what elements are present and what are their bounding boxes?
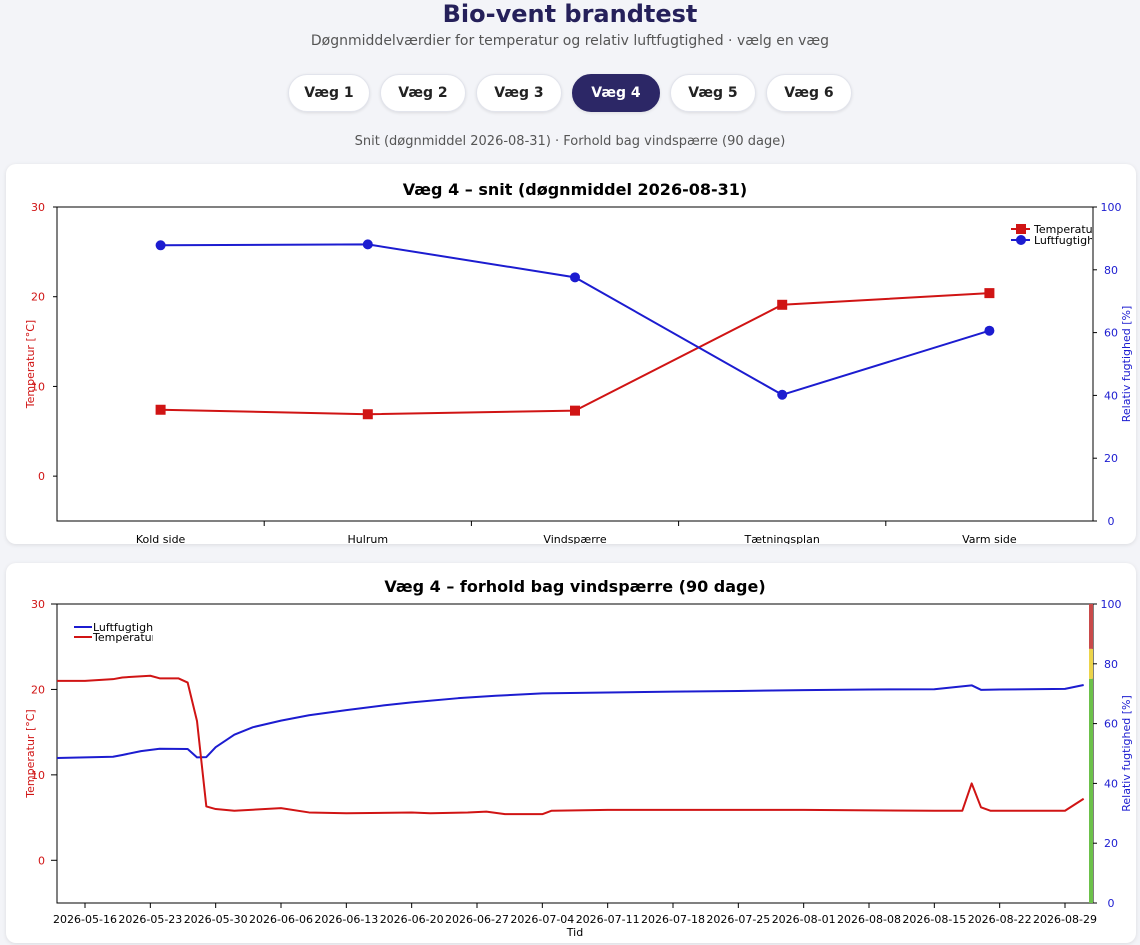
x-category-label: Vindspærre bbox=[543, 533, 606, 544]
y-left-tick-label: 30 bbox=[31, 201, 45, 214]
temperature-point bbox=[984, 288, 995, 299]
x-axis-label: Tid bbox=[566, 926, 583, 939]
legend-marker-circle bbox=[1016, 235, 1026, 245]
tab-vaeg-4[interactable]: Væg 4 bbox=[572, 74, 660, 112]
y-right-tick-label: 40 bbox=[1104, 777, 1118, 790]
y-left-tick-label: 0 bbox=[38, 470, 45, 483]
series-humidity-line bbox=[160, 243, 990, 396]
x-tick-label: 2026-08-15 bbox=[902, 913, 966, 926]
x-category-label: Kold side bbox=[136, 533, 186, 544]
tab-vaeg-2[interactable]: Væg 2 bbox=[380, 74, 466, 112]
page-title: Bio-vent brandtest bbox=[442, 0, 698, 28]
x-tick-label: 2026-06-20 bbox=[380, 913, 444, 926]
y-right-tick-label: 100 bbox=[1101, 201, 1122, 214]
y-left-axis-label: Temperatur [°C] bbox=[24, 709, 37, 798]
series-temperature-line bbox=[160, 292, 990, 416]
timeseries-chart: Væg 4 – forhold bag vindspærre (90 dage)… bbox=[24, 577, 1133, 939]
legend-label: Luftfugtighed bbox=[93, 621, 167, 634]
legend-label: Luftfugtighed bbox=[1034, 234, 1108, 247]
y-left-tick-label: 30 bbox=[31, 598, 45, 611]
x-tick-label: 2026-08-29 bbox=[1033, 913, 1097, 926]
x-tick-label: 2026-05-23 bbox=[118, 913, 182, 926]
info-line: Snit (døgnmiddel 2026-08-31) · Forhold b… bbox=[354, 134, 786, 149]
x-tick-label: 2026-08-08 bbox=[837, 913, 901, 926]
humidity-point bbox=[984, 325, 995, 336]
series-temperature-line bbox=[57, 674, 1085, 816]
temperature-point bbox=[777, 299, 788, 310]
x-category-label: Tætningsplan bbox=[744, 533, 820, 544]
tab-vaeg-5[interactable]: Væg 5 bbox=[670, 74, 756, 112]
cross-section-chart: Væg 4 – snit (døgnmiddel 2026-08-31) 0 10 2… bbox=[24, 180, 1133, 544]
x-tick-label: 2026-07-18 bbox=[641, 913, 705, 926]
humidity-point bbox=[362, 239, 373, 250]
y-left-tick-label: 20 bbox=[31, 291, 45, 304]
x-tick-label: 2026-05-16 bbox=[53, 913, 117, 926]
temperature-point bbox=[155, 404, 166, 415]
cross-section-chart-card: Væg 4 – snit (døgnmiddel 2026-08-31) 0 10 2… bbox=[6, 164, 1136, 544]
x-tick-label: 2026-07-11 bbox=[576, 913, 640, 926]
y-left-tick-label: 10 bbox=[31, 380, 45, 393]
y-left-axis-label: Temperatur [°C] bbox=[24, 320, 37, 409]
x-tick-label: 2026-07-04 bbox=[510, 913, 574, 926]
legend-label: Temperatur bbox=[1033, 223, 1098, 236]
humidity-risk-band bbox=[1089, 678, 1093, 903]
humidity-risk-band bbox=[1089, 648, 1093, 679]
x-tick-label: 2026-06-27 bbox=[445, 913, 509, 926]
y-right-tick-label: 0 bbox=[1108, 515, 1115, 528]
y-right-tick-label: 0 bbox=[1108, 897, 1115, 910]
y-left-tick-label: 10 bbox=[31, 769, 45, 782]
y-right-tick-label: 80 bbox=[1104, 658, 1118, 671]
tab-vaeg-3[interactable]: Væg 3 bbox=[476, 74, 562, 112]
y-right-tick-label: 60 bbox=[1104, 327, 1118, 340]
series-humidity-line bbox=[56, 684, 1084, 759]
y-right-tick-label: 20 bbox=[1104, 837, 1118, 850]
humidity-risk-band bbox=[1089, 604, 1093, 649]
temperature-point bbox=[362, 409, 373, 420]
tab-vaeg-6[interactable]: Væg 6 bbox=[766, 74, 852, 112]
plot-frame bbox=[56, 603, 1094, 904]
x-tick-label: 2026-07-25 bbox=[706, 913, 770, 926]
temperature-point bbox=[570, 405, 580, 416]
tab-vaeg-1[interactable]: Væg 1 bbox=[288, 74, 370, 112]
plot-frame bbox=[56, 206, 1094, 522]
timeseries-chart-card: Væg 4 – forhold bag vindspærre (90 dage)… bbox=[6, 563, 1136, 943]
x-tick-label: 2026-08-01 bbox=[772, 913, 836, 926]
y-left-tick-label: 0 bbox=[38, 854, 45, 867]
x-tick-label: 2026-08-22 bbox=[968, 913, 1032, 926]
humidity-point bbox=[570, 272, 580, 283]
humidity-point bbox=[777, 389, 788, 400]
y-right-tick-label: 20 bbox=[1104, 452, 1118, 465]
x-tick-label: 2026-06-13 bbox=[314, 913, 378, 926]
y-right-axis-label: Relativ fugtighed [%] bbox=[1120, 695, 1133, 812]
y-right-tick-label: 60 bbox=[1104, 718, 1118, 731]
chart-title: Væg 4 – snit (døgnmiddel 2026-08-31) bbox=[403, 180, 747, 199]
page-subtitle: Døgnmiddelværdier for temperatur og rela… bbox=[310, 33, 830, 49]
y-right-tick-label: 100 bbox=[1101, 598, 1122, 611]
x-category-label: Varm side bbox=[962, 533, 1017, 544]
chart-title: Væg 4 – forhold bag vindspærre (90 dage) bbox=[384, 577, 765, 596]
y-right-tick-label: 40 bbox=[1104, 389, 1118, 402]
legend-label: Temperatur bbox=[92, 631, 157, 644]
humidity-point bbox=[155, 240, 166, 251]
wall-tabs: Væg 1 Væg 2 Væg 3 Væg 4 Væg 5 Væg 6 bbox=[0, 74, 1140, 112]
x-category-label: Hulrum bbox=[348, 533, 389, 544]
y-right-tick-label: 80 bbox=[1104, 264, 1118, 277]
legend-marker-square bbox=[1016, 224, 1026, 234]
x-tick-label: 2026-06-06 bbox=[249, 913, 313, 926]
x-tick-label: 2026-05-30 bbox=[184, 913, 248, 926]
y-left-tick-label: 20 bbox=[31, 683, 45, 696]
y-right-axis-label: Relativ fugtighed [%] bbox=[1120, 306, 1133, 423]
